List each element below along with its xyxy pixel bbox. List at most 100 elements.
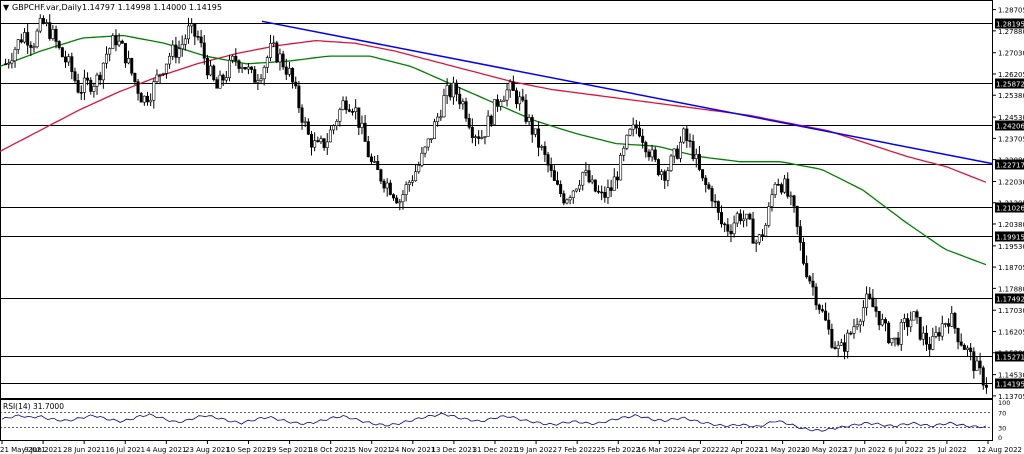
candle-body [533,128,537,135]
candle-body [256,80,260,83]
candle-body [89,79,93,92]
candle-body [962,344,966,350]
rsi-panel-frame [0,399,993,441]
candle-body [366,141,370,158]
candle-body [912,311,916,321]
candle-body [984,384,988,388]
candle-body [874,306,878,312]
price-tick-label: 1.13705 [998,393,1024,401]
candle-body [975,360,979,371]
candle-body [590,179,594,183]
candle-body [259,78,263,81]
candle-body [738,213,742,222]
rsi-label: RSI(14) 31.7000 [3,402,64,411]
descending-trendline[interactable] [261,20,994,165]
candle-body [114,35,118,46]
candle-body [155,74,159,83]
candle-body [934,332,938,337]
candle-body [117,40,121,46]
level-label: 1.19915 [996,234,1024,242]
candle-body [701,169,705,179]
candle-body [32,46,36,49]
date-tick-label: 7 Feb 2022 [558,446,597,454]
candle-body [60,47,64,58]
candle-body [697,154,701,170]
date-tick-label: 25 Jul 2022 [927,446,967,454]
date-tick-label: 19 Jan 2022 [515,446,557,454]
candle-body [284,66,288,75]
candle-body [619,155,623,181]
candle-body [187,25,191,40]
candle-body [634,124,638,129]
candle-body [224,77,228,81]
candle-body [287,68,291,75]
candle-body [943,323,947,325]
candle-body [559,184,563,194]
candle-body [508,81,512,91]
candle-body [420,152,424,166]
candle-body [950,312,954,327]
candle-body [530,117,534,135]
candle-body [574,188,578,192]
candle-body [332,125,336,131]
candle-body [587,170,591,183]
candle-body [79,91,83,94]
date-tick-label: 17 Jun 2022 [844,446,886,454]
candle-body [798,226,802,243]
candle-body [35,30,39,48]
candle-body [518,96,522,105]
date-tick-label: 23 Aug 2021 [185,446,230,454]
candle-body [924,332,928,345]
candle-body [445,85,449,96]
date-tick-label: 5 Nov 2021 [352,446,392,454]
candle-body [732,222,736,235]
date-tick-label: 25 Feb 2022 [596,446,640,454]
candle-body [168,55,172,65]
candle-body [82,77,86,93]
candle-body [22,32,26,43]
candle-body [133,72,137,82]
candle-body [644,142,648,153]
candle-body [928,343,932,350]
candle-body [555,180,559,185]
candle-body [7,62,11,65]
candle-body [13,49,17,62]
candle-body [906,318,910,328]
candle-body [436,116,440,123]
candle-body [902,318,906,323]
candle-body [54,28,58,42]
candle-body [801,242,805,264]
candle-body [51,28,55,39]
candle-body [779,184,783,193]
candle-body [376,161,380,170]
candle-body [805,263,809,278]
candle-body [458,93,462,105]
candle-body [439,116,443,119]
candle-body [291,68,295,83]
candle-body [398,201,402,204]
candle-body [584,170,588,173]
candle-body [451,82,455,98]
candle-body [817,304,821,310]
candle-body [637,127,641,137]
candle-body [833,347,837,349]
price-tick-label: 1.24530 [998,114,1024,122]
candle-body [29,44,33,48]
candle-body [511,81,515,91]
price-tick-label: 1.14530 [998,372,1024,380]
date-tick-label: 22 Apr 2022 [720,446,763,454]
price-tick-label: 1.27880 [998,28,1024,36]
collapse-arrow-icon[interactable]: ▼ [3,3,10,12]
candle-body [770,194,774,207]
candle-body [426,138,430,148]
candle-body [407,181,411,185]
candle-body [965,347,969,350]
candle-body [666,170,670,181]
candle-body [354,107,358,112]
candle-body [735,213,739,224]
candle-body [887,322,891,344]
candle-body [789,195,793,198]
candle-body [243,66,247,70]
